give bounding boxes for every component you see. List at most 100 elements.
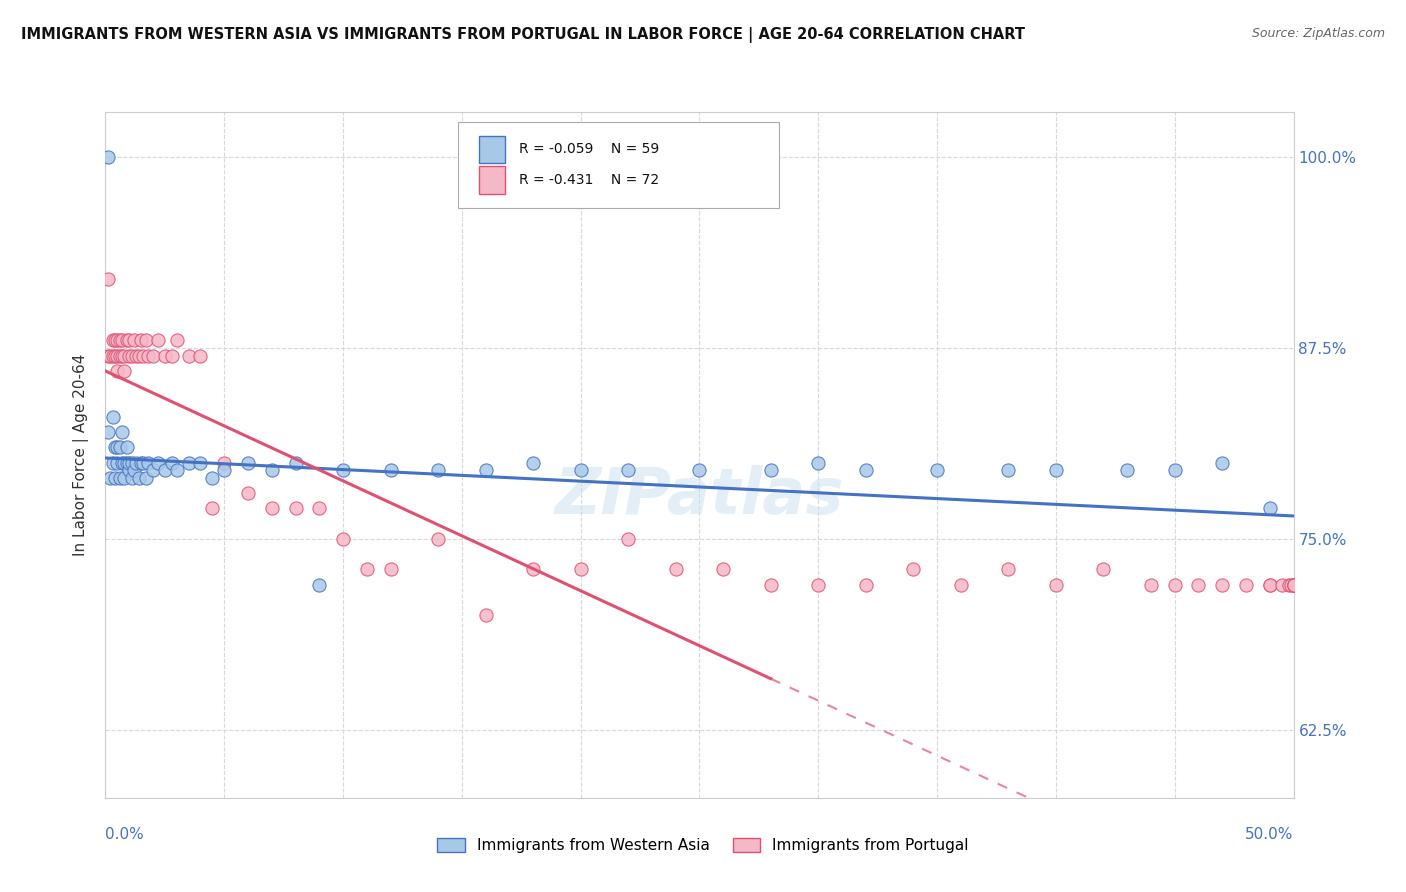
Point <box>1258 501 1281 516</box>
Point <box>427 532 450 546</box>
Point <box>1258 577 1281 591</box>
Point <box>177 349 200 363</box>
Point <box>97 272 120 286</box>
Point <box>97 425 120 439</box>
Point <box>118 463 141 477</box>
Point <box>118 334 141 348</box>
Point <box>101 456 124 470</box>
Point <box>104 440 127 454</box>
Point <box>108 334 131 348</box>
Point <box>522 562 544 576</box>
FancyBboxPatch shape <box>458 122 779 208</box>
Point <box>115 440 138 454</box>
Point <box>166 334 188 348</box>
Point <box>98 349 121 363</box>
Point <box>146 334 169 348</box>
Point <box>807 456 830 470</box>
Point <box>855 577 877 591</box>
Point <box>356 562 378 576</box>
Point <box>1258 577 1281 591</box>
Point <box>214 456 236 470</box>
Point <box>190 456 212 470</box>
Point <box>569 463 592 477</box>
Point <box>689 463 711 477</box>
Point <box>759 463 782 477</box>
Point <box>1279 577 1302 591</box>
Text: R = -0.431    N = 72: R = -0.431 N = 72 <box>519 173 659 187</box>
Point <box>129 456 152 470</box>
Point <box>121 456 143 470</box>
Point <box>522 456 544 470</box>
Point <box>201 471 224 485</box>
Point <box>201 501 224 516</box>
Point <box>136 349 159 363</box>
Point <box>1282 577 1305 591</box>
Point <box>236 486 259 500</box>
Point <box>1045 577 1067 591</box>
Point <box>111 425 134 439</box>
Point <box>146 456 169 470</box>
Point <box>260 463 283 477</box>
Y-axis label: In Labor Force | Age 20-64: In Labor Force | Age 20-64 <box>73 354 90 556</box>
Point <box>128 349 150 363</box>
Point <box>121 349 143 363</box>
Point <box>665 562 688 576</box>
Point <box>569 562 592 576</box>
Point <box>1140 577 1163 591</box>
Point <box>166 463 188 477</box>
Point <box>97 349 120 363</box>
Point <box>236 456 259 470</box>
Point <box>903 562 925 576</box>
Point <box>160 456 183 470</box>
Text: Source: ZipAtlas.com: Source: ZipAtlas.com <box>1251 27 1385 40</box>
Point <box>711 562 734 576</box>
Point <box>122 334 145 348</box>
Point <box>114 456 136 470</box>
Point <box>284 456 307 470</box>
Point <box>807 577 830 591</box>
Point <box>105 456 128 470</box>
Text: 50.0%: 50.0% <box>1246 827 1294 841</box>
Point <box>111 456 134 470</box>
Point <box>1271 577 1294 591</box>
Text: IMMIGRANTS FROM WESTERN ASIA VS IMMIGRANTS FROM PORTUGAL IN LABOR FORCE | AGE 20: IMMIGRANTS FROM WESTERN ASIA VS IMMIGRAN… <box>21 27 1025 43</box>
Point <box>1278 577 1301 591</box>
Point <box>214 463 236 477</box>
Point <box>190 349 212 363</box>
Point <box>1187 577 1209 591</box>
Point <box>759 577 782 591</box>
Point <box>177 456 200 470</box>
Point <box>108 440 131 454</box>
Point <box>1164 463 1187 477</box>
Point <box>135 334 157 348</box>
Point <box>1282 577 1305 591</box>
Point <box>260 501 283 516</box>
Point <box>153 349 176 363</box>
Point <box>997 463 1019 477</box>
Point <box>104 349 127 363</box>
Point <box>142 463 165 477</box>
Text: 0.0%: 0.0% <box>105 827 145 841</box>
Point <box>114 349 136 363</box>
Point <box>111 349 134 363</box>
Point <box>136 456 159 470</box>
Point <box>855 463 877 477</box>
Point <box>105 440 128 454</box>
Point <box>332 532 354 546</box>
Point <box>104 334 127 348</box>
Point <box>474 463 496 477</box>
Point <box>332 463 354 477</box>
Point <box>114 471 136 485</box>
Point <box>115 456 138 470</box>
Point <box>474 608 496 623</box>
Point <box>427 463 450 477</box>
Point <box>98 471 121 485</box>
Point <box>135 471 157 485</box>
Point <box>1116 463 1139 477</box>
Point <box>380 562 402 576</box>
Point <box>142 349 165 363</box>
FancyBboxPatch shape <box>478 136 505 163</box>
Point <box>1282 577 1305 591</box>
Point <box>125 456 148 470</box>
Point <box>284 501 307 516</box>
